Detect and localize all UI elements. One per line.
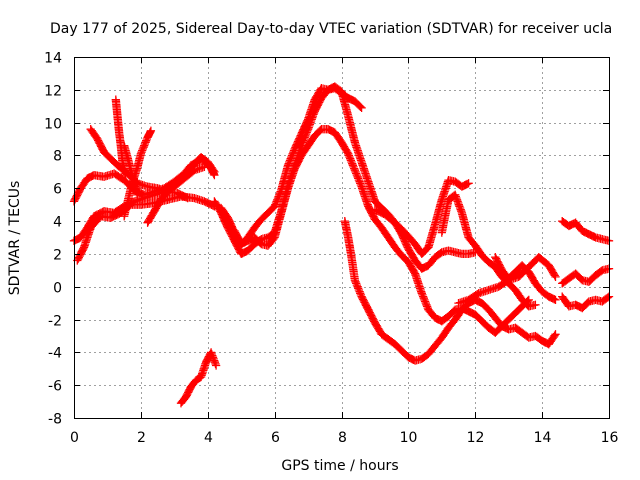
- y-tick-label: 2: [53, 248, 62, 264]
- y-axis-label: SDTVAR / TECUs: [7, 181, 23, 296]
- series-track-12: [230, 125, 533, 337]
- x-tick-label: 4: [204, 430, 213, 446]
- data-markers: [558, 292, 614, 313]
- data-markers: [111, 95, 130, 180]
- data-markers: [176, 348, 221, 408]
- series-track-17: [491, 253, 560, 305]
- series-track-14: [370, 175, 473, 259]
- data-markers: [143, 162, 209, 227]
- axis-ticks: 0 2 4 6 8 10 12 14 16 -8 -6 -4 -2 0 2 4 6 8 10 12 14: [44, 51, 618, 447]
- y-tick-label: 12: [44, 84, 62, 100]
- series-track-9: [176, 348, 221, 408]
- x-tick-label: 6: [271, 430, 280, 446]
- data-markers: [120, 126, 156, 221]
- chart-title: Day 177 of 2025, Sidereal Day-to-day VTE…: [50, 21, 612, 37]
- x-axis-label: GPS time / hours: [281, 458, 398, 474]
- x-tick-label: 10: [400, 430, 418, 446]
- plot-area: [69, 82, 614, 408]
- y-tick-label: -4: [48, 346, 62, 362]
- series-track-10: [210, 82, 480, 273]
- data-markers: [210, 82, 480, 273]
- series-track-8: [143, 162, 209, 227]
- x-tick-label: 2: [137, 430, 146, 446]
- y-tick-label: 6: [53, 182, 62, 198]
- y-tick-label: -8: [48, 412, 62, 428]
- y-tick-label: -2: [48, 314, 62, 330]
- data-markers: [558, 216, 614, 245]
- y-tick-label: -6: [48, 379, 62, 395]
- x-tick-label: 8: [338, 430, 347, 446]
- data-markers: [230, 125, 533, 337]
- grid: [74, 57, 609, 418]
- data-markers: [491, 253, 560, 305]
- x-tick-label: 12: [467, 430, 485, 446]
- x-tick-label: 0: [70, 430, 79, 446]
- data-markers: [73, 192, 219, 265]
- series-track-7: [120, 126, 156, 221]
- y-tick-label: 10: [44, 117, 62, 133]
- series-track-19: [558, 264, 614, 288]
- y-tick-label: 14: [44, 51, 62, 67]
- series-track-20: [558, 292, 614, 313]
- series-track-5: [111, 95, 130, 180]
- y-tick-label: 0: [53, 281, 62, 297]
- data-markers: [370, 175, 473, 259]
- data-markers: [340, 216, 560, 365]
- y-tick-label: 4: [53, 215, 62, 231]
- series-track-3: [73, 192, 219, 265]
- series-track-18: [558, 216, 614, 245]
- series-track-13: [340, 216, 560, 365]
- x-tick-label: 16: [601, 430, 619, 446]
- data-markers: [558, 264, 614, 288]
- x-tick-label: 14: [534, 430, 552, 446]
- y-tick-label: 8: [53, 149, 62, 165]
